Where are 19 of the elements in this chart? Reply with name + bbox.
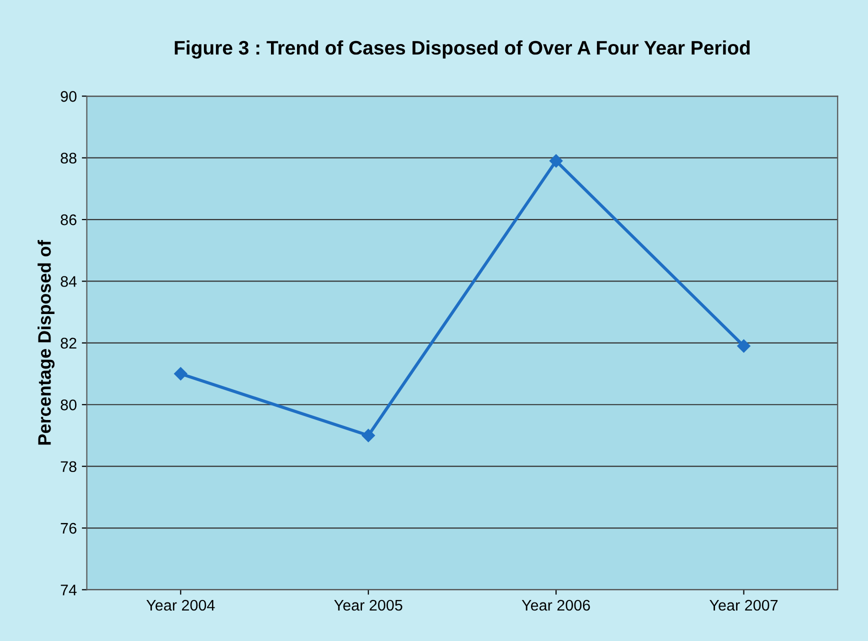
x-tick-label: Year 2004 xyxy=(146,600,215,611)
y-tick-label: 84 xyxy=(60,276,77,287)
x-tick-label: Year 2006 xyxy=(522,600,590,611)
point xyxy=(549,154,563,168)
y-tick-label: 76 xyxy=(60,522,76,534)
y-tick-label: 80 xyxy=(60,400,76,410)
y-tick-label: 82 xyxy=(60,338,76,349)
chart-title: Figure 3 : Trend of Cases Disposed of Over A Four Year Period xyxy=(174,40,750,59)
y-tick-label: 90 xyxy=(60,91,76,102)
y-tick-label: 86 xyxy=(60,214,76,226)
point xyxy=(174,367,188,380)
y-axis-title: Percentage Disposed of xyxy=(38,240,55,445)
point xyxy=(362,428,375,442)
y-tick-label: 78 xyxy=(60,461,76,472)
x-tick-label: Year 2005 xyxy=(334,600,402,611)
y-tick-label: 74 xyxy=(60,584,77,596)
point xyxy=(737,339,750,353)
y-tick-label: 88 xyxy=(60,152,76,164)
x-tick-label: Year 2007 xyxy=(710,600,778,611)
